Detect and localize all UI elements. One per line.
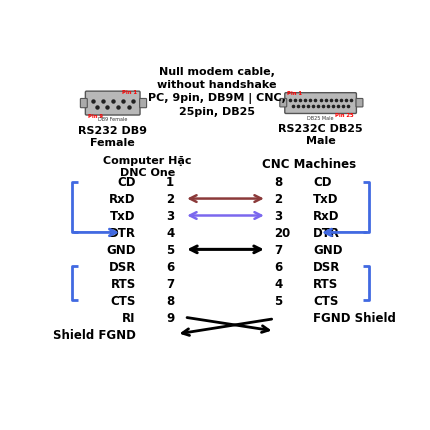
Text: TxD: TxD [312,193,338,206]
Text: 6: 6 [166,260,174,273]
Text: Pin 9: Pin 9 [88,114,103,119]
Text: RTS: RTS [312,277,338,290]
Text: Pin 1: Pin 1 [122,89,137,95]
Text: Computer Hặc
DNC One: Computer Hặc DNC One [103,155,191,178]
Text: RxD: RxD [312,209,338,222]
FancyBboxPatch shape [279,99,286,108]
Text: CD: CD [312,176,331,189]
Text: 4: 4 [274,277,282,290]
Text: 8: 8 [166,294,174,307]
Text: 2: 2 [166,193,174,206]
Text: 1: 1 [166,176,174,189]
Text: 7: 7 [166,277,174,290]
Text: Pin 1: Pin 1 [287,91,302,96]
Text: DSR: DSR [108,260,135,273]
Text: CNC Machines: CNC Machines [261,158,355,171]
FancyBboxPatch shape [85,92,140,116]
Text: CD: CD [117,176,135,189]
Text: DSR: DSR [312,260,340,273]
Text: 3: 3 [274,209,282,222]
Text: FGND Shield: FGND Shield [312,311,395,324]
Text: DTR: DTR [108,227,135,240]
FancyBboxPatch shape [355,99,362,108]
Text: DTR: DTR [312,227,339,240]
Text: 9: 9 [166,311,174,324]
Text: DB25 Male: DB25 Male [307,115,333,120]
Text: 2: 2 [274,193,282,206]
Text: Shield FGND: Shield FGND [53,328,135,341]
Text: GND: GND [106,243,135,256]
Text: CTS: CTS [312,294,338,307]
FancyBboxPatch shape [80,99,87,108]
Text: 5: 5 [274,294,282,307]
Text: 5: 5 [166,243,174,256]
FancyBboxPatch shape [139,99,146,108]
Text: RS232 DB9
Female: RS232 DB9 Female [78,126,147,147]
Text: RxD: RxD [109,193,135,206]
Text: DB9 Female: DB9 Female [98,117,127,122]
Text: TxD: TxD [110,209,135,222]
Text: 20: 20 [274,227,290,240]
Text: 6: 6 [274,260,282,273]
Text: 7: 7 [274,243,282,256]
Text: GND: GND [312,243,341,256]
Text: RTS: RTS [111,277,135,290]
Text: RS232C DB25
Male: RS232C DB25 Male [278,124,362,146]
Text: 3: 3 [166,209,174,222]
Text: Null modem cable,
without handshake
PC, 9pin, DB9M | CNC,
25pin, DB25: Null modem cable, without handshake PC, … [147,67,285,116]
Text: RI: RI [122,311,135,324]
Text: 8: 8 [274,176,282,189]
FancyBboxPatch shape [284,93,356,114]
Text: 4: 4 [166,227,174,240]
Text: Pin 25: Pin 25 [334,112,353,117]
Text: CTS: CTS [110,294,135,307]
